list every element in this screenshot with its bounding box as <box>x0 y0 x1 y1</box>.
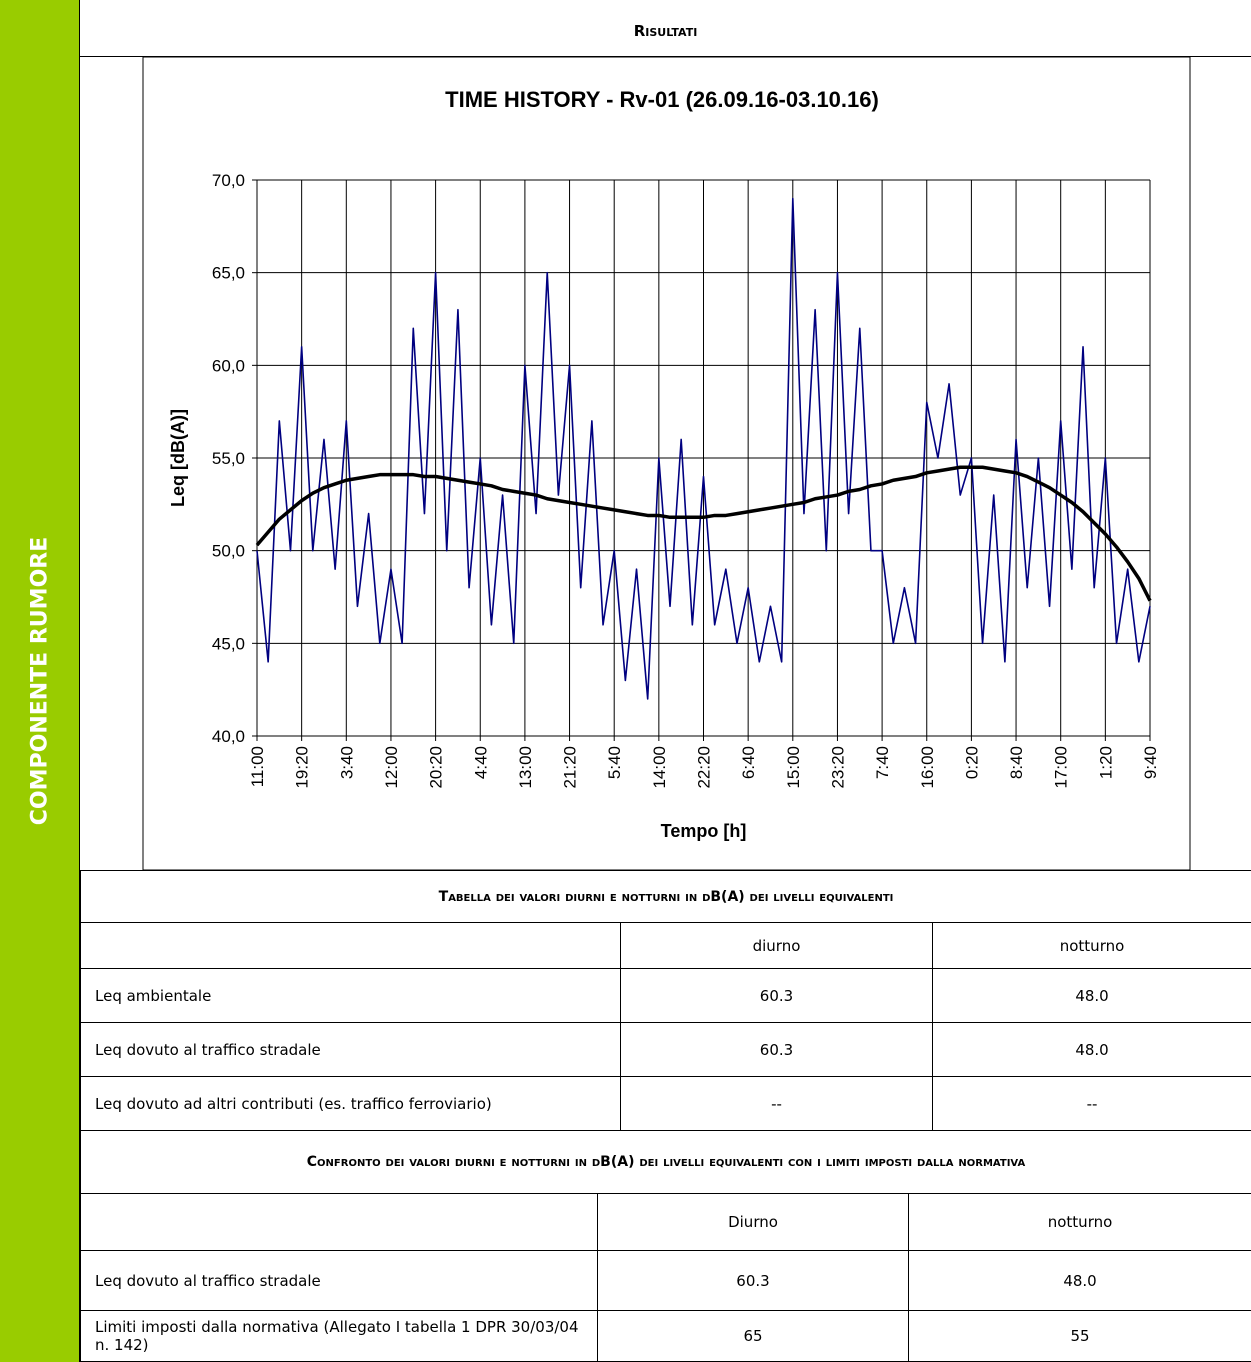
table-cell: Leq dovuto al traffico stradale <box>80 1250 598 1311</box>
table-cell: 48.0 <box>931 968 1251 1023</box>
sidebar: COMPONENTE RUMORE <box>0 0 80 1362</box>
x-tick-label: 0:20 <box>962 746 981 779</box>
x-tick-label: 13:00 <box>516 746 535 789</box>
y-tick-label: 60,0 <box>212 356 245 375</box>
x-tick-label: 4:40 <box>471 746 490 779</box>
x-tick-label: 15:00 <box>784 746 803 789</box>
table-cell: 48.0 <box>907 1250 1251 1311</box>
x-tick-label: 6:40 <box>739 746 758 779</box>
table-2: Confronto dei valori diurni e notturni i… <box>79 1130 1251 1362</box>
x-tick-label: 1:20 <box>1096 746 1115 779</box>
title-row: Confronto dei valori diurni e notturni i… <box>79 1130 1251 1194</box>
table-cell: Limiti imposti dalla normativa (Allegato… <box>80 1310 598 1362</box>
y-tick-label: 45,0 <box>212 634 245 653</box>
x-tick-label: 20:20 <box>427 746 446 789</box>
header: Risultati <box>80 0 1251 57</box>
y-tick-label: 50,0 <box>212 542 245 561</box>
x-axis-label: Tempo [h] <box>661 821 747 841</box>
table-cell: Leq ambientale <box>80 968 621 1023</box>
series-line <box>255 465 1152 602</box>
column-header <box>80 922 621 969</box>
table-cell: -- <box>620 1076 933 1131</box>
x-tick-label: 8:40 <box>1007 746 1026 779</box>
column-header: notturno <box>907 1193 1251 1251</box>
series-line <box>256 197 1151 700</box>
sidebar-label: COMPONENTE RUMORE <box>27 536 53 826</box>
chart-title: TIME HISTORY - Rv-01 (26.09.16-03.10.16) <box>445 87 879 112</box>
title-row: Tabella dei valori diurni e notturni in … <box>79 870 1251 923</box>
y-tick-label: 65,0 <box>212 264 245 283</box>
table-cell: Leq dovuto ad altri contributi (es. traf… <box>80 1076 621 1131</box>
y-tick-label: 40,0 <box>212 727 245 746</box>
column-header: notturno <box>931 922 1251 969</box>
y-axis-label: Leq [dB(A)] <box>168 409 188 507</box>
table-title: Confronto dei valori diurni e notturni i… <box>79 1130 1251 1194</box>
x-tick-label: 19:20 <box>293 746 312 789</box>
table-row: Limiti imposti dalla normativa (Allegato… <box>80 1310 1251 1362</box>
table-row: Leq ambientale 60.3 48.0 <box>80 968 1251 1023</box>
chart: TIME HISTORY - Rv-01 (26.09.16-03.10.16)… <box>142 57 1191 870</box>
table-cell: 60.3 <box>620 1022 933 1077</box>
y-tick-label: 70,0 <box>212 171 245 190</box>
column-header <box>80 1193 598 1251</box>
x-tick-label: 23:20 <box>828 746 847 789</box>
x-tick-label: 17:00 <box>1052 746 1071 789</box>
chart-frame <box>142 57 1191 870</box>
table-cell: 48.0 <box>931 1022 1251 1077</box>
table-cell: 55 <box>907 1310 1251 1362</box>
table-row: Leq dovuto al traffico stradale 60.3 48.0 <box>80 1022 1251 1077</box>
table-row: Leq dovuto ad altri contributi (es. traf… <box>80 1076 1251 1131</box>
table-1: Tabella dei valori diurni e notturni in … <box>79 870 1251 1131</box>
header-row: Diurno notturno <box>80 1193 1251 1251</box>
table-cell: Leq dovuto al traffico stradale <box>80 1022 621 1077</box>
x-tick-label: 12:00 <box>382 746 401 789</box>
table-cell: 60.3 <box>620 968 933 1023</box>
x-tick-label: 7:40 <box>873 746 892 779</box>
table-cell: -- <box>931 1076 1251 1131</box>
column-header: diurno <box>620 922 933 969</box>
x-tick-label: 3:40 <box>337 746 356 779</box>
x-tick-label: 16:00 <box>918 746 937 789</box>
x-tick-label: 9:40 <box>1141 746 1160 779</box>
y-tick-label: 55,0 <box>212 449 245 468</box>
table-cell: 65 <box>597 1310 909 1362</box>
table-title: Tabella dei valori diurni e notturni in … <box>79 870 1251 923</box>
header-title: Risultati <box>633 22 698 40</box>
x-tick-label: 22:20 <box>695 746 714 789</box>
x-tick-label: 21:20 <box>561 746 580 789</box>
header-row: diurno notturno <box>80 922 1251 969</box>
column-header: Diurno <box>597 1193 909 1251</box>
x-tick-label: 5:40 <box>605 746 624 779</box>
x-tick-label: 11:00 <box>248 746 267 787</box>
x-tick-label: 14:00 <box>650 746 669 789</box>
table-row: Leq dovuto al traffico stradale 60.3 48.0 <box>80 1250 1251 1311</box>
table-cell: 60.3 <box>597 1250 909 1311</box>
